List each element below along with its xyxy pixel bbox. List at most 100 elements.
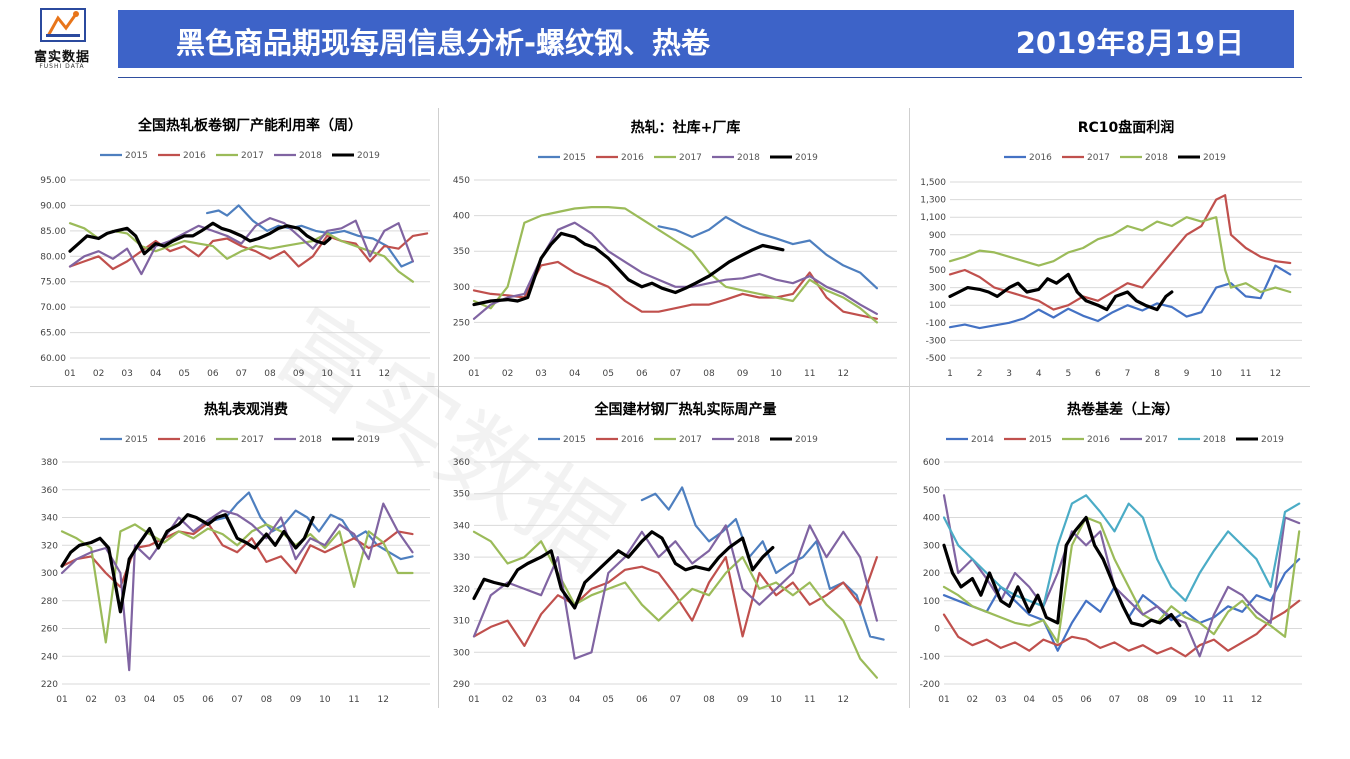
- y-tick-label: 700: [929, 248, 946, 258]
- series-line-2019: [472, 231, 785, 307]
- x-tick-label: 03: [121, 369, 132, 379]
- legend-label: 2018: [299, 151, 322, 161]
- x-tick-label: 10: [770, 695, 782, 705]
- series-line-2019: [948, 272, 1174, 312]
- legend-label: 2015: [125, 435, 148, 445]
- x-tick-label: 10: [1210, 369, 1222, 379]
- y-tick-label: 85.00: [40, 227, 66, 237]
- x-tick-label: 01: [468, 369, 479, 379]
- y-tick-label: 200: [923, 569, 940, 579]
- y-tick-label: 95.00: [40, 176, 66, 186]
- x-tick-label: 05: [1052, 695, 1063, 705]
- y-tick-label: 100: [929, 301, 946, 311]
- y-tick-label: 360: [41, 486, 58, 496]
- legend-label: 2015: [125, 151, 148, 161]
- x-tick-label: 05: [173, 695, 184, 705]
- x-tick-label: 06: [636, 695, 648, 705]
- page-title: 黑色商品期现每周信息分析-螺纹钢、热卷: [176, 26, 711, 60]
- y-tick-label: 330: [453, 553, 470, 563]
- chart-apparent-consumption: 热轧表观消费 2015 2016 2017 2018 2019 380 360 340 320 30…: [30, 392, 435, 707]
- legend-label: 2018: [1203, 435, 1226, 445]
- x-tick-label: 06: [207, 369, 219, 379]
- series-line-2016: [60, 522, 414, 588]
- chart-title: 全国热轧板卷钢厂产能利用率（周）: [137, 117, 362, 134]
- legend-label: 2019: [795, 153, 818, 163]
- series-line-2018: [472, 221, 878, 320]
- legend-label: 2015: [1029, 435, 1052, 445]
- x-tick-label: 12: [1270, 369, 1281, 379]
- y-tick-label: 300: [929, 284, 946, 294]
- x-tick-label: 7: [1125, 369, 1131, 379]
- y-tick-label: 1,300: [920, 196, 946, 206]
- header-rule: [118, 77, 1302, 78]
- y-tick-label: 70.00: [40, 303, 66, 313]
- legend-label: 2016: [183, 151, 206, 161]
- x-tick-label: 11: [1240, 369, 1251, 379]
- series-line-2019: [942, 515, 1182, 628]
- y-tick-label: 300: [453, 283, 470, 293]
- x-tick-label: 11: [804, 695, 815, 705]
- series-line-2017: [942, 494, 1301, 658]
- chart-title: 全国建材钢厂热轧实际周产量: [594, 401, 777, 418]
- x-tick-label: 06: [1080, 695, 1092, 705]
- fushi-logo: 富实数据 FUSHI DATA: [14, 8, 110, 70]
- y-tick-label: 220: [41, 680, 58, 690]
- x-tick-label: 03: [535, 695, 546, 705]
- logo-name: 富实数据: [33, 50, 90, 65]
- x-tick-label: 04: [569, 369, 581, 379]
- y-tick-label: 100: [923, 597, 940, 607]
- y-tick-label: 310: [453, 617, 470, 627]
- x-tick-label: 10: [770, 369, 782, 379]
- legend-label: 2015: [563, 153, 586, 163]
- y-tick-label: -100: [920, 652, 941, 662]
- legend-label: 2016: [621, 435, 644, 445]
- x-tick-label: 04: [144, 695, 156, 705]
- y-tick-label: 320: [41, 541, 58, 551]
- series-line-2015: [942, 599, 1301, 658]
- y-tick-label: 240: [41, 652, 58, 662]
- x-tick-label: 01: [56, 695, 67, 705]
- y-tick-label: 500: [923, 486, 940, 496]
- y-tick-label: 360: [453, 458, 470, 468]
- y-tick-label: 1,100: [920, 213, 946, 223]
- legend-label: 2019: [357, 435, 380, 445]
- x-tick-label: 03: [995, 695, 1006, 705]
- x-tick-label: 02: [967, 695, 978, 705]
- x-tick-label: 10: [319, 695, 331, 705]
- x-tick-label: 10: [321, 369, 333, 379]
- x-tick-label: 12: [1251, 695, 1262, 705]
- x-tick-label: 02: [502, 369, 513, 379]
- x-tick-label: 5: [1065, 369, 1071, 379]
- chart-svg: 热轧表观消费 2015 2016 2017 2018 2019 380 360 340 320 30…: [41, 401, 430, 705]
- legend-label: 2018: [737, 153, 760, 163]
- y-tick-label: 450: [453, 176, 470, 186]
- y-tick-label: 500: [929, 266, 946, 276]
- series-line-2017: [472, 205, 878, 324]
- series-line-2016: [948, 264, 1292, 330]
- series-line-2018: [68, 216, 414, 276]
- legend-label: 2019: [357, 151, 380, 161]
- x-tick-label: 07: [670, 369, 681, 379]
- x-tick-label: 09: [290, 695, 302, 705]
- y-tick-label: 380: [41, 458, 58, 468]
- x-tick-label: 09: [737, 695, 749, 705]
- legend-label: 2019: [1261, 435, 1284, 445]
- chart-title: RC10盘面利润: [1078, 119, 1175, 136]
- x-tick-label: 01: [468, 695, 479, 705]
- legend-label: 2017: [679, 153, 702, 163]
- chart-hot-rolled-inventory: 热轧：社库+厂库 2015 2016 2017 2018 2019 450 400 350 300…: [442, 110, 907, 385]
- legend-label: 2016: [621, 153, 644, 163]
- x-tick-label: 8: [1154, 369, 1160, 379]
- y-tick-label: 320: [453, 585, 470, 595]
- chart-capacity-utilization: 全国热轧板卷钢厂产能利用率（周） 2015 2016 2017 2018 2019 95.0…: [30, 110, 435, 385]
- y-tick-label: 250: [453, 318, 470, 328]
- panel-divider: [438, 108, 439, 708]
- chart-rc10-profit: RC10盘面利润 2016 2017 2018 2019 1,500 1,300 1,100 9…: [912, 110, 1312, 385]
- legend-label: 2016: [1029, 153, 1052, 163]
- x-tick-label: 6: [1095, 369, 1101, 379]
- x-tick-label: 05: [179, 369, 190, 379]
- x-tick-label: 12: [379, 369, 390, 379]
- series-line-2019: [60, 513, 315, 614]
- x-tick-label: 03: [115, 695, 126, 705]
- legend-label: 2018: [1145, 153, 1168, 163]
